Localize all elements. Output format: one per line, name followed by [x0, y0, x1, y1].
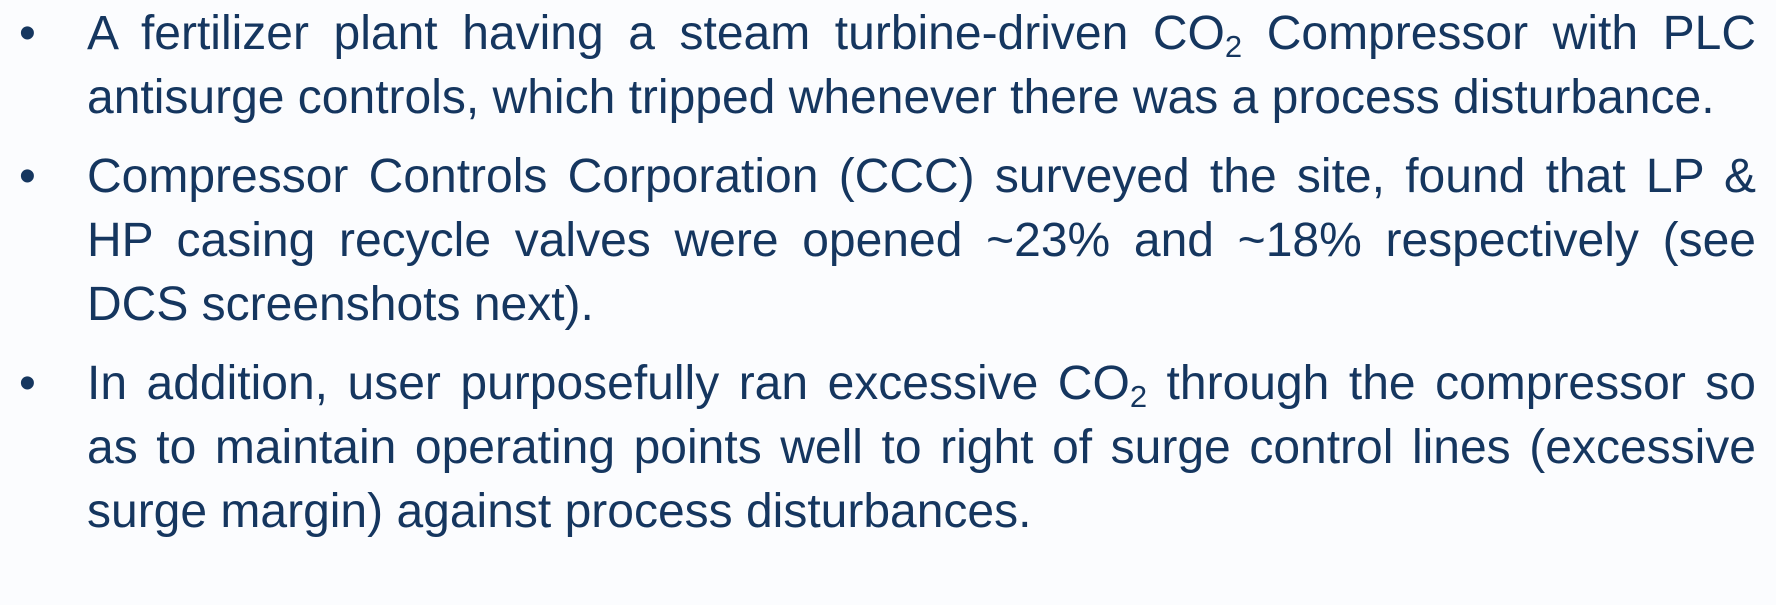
bullet-item: Compressor Controls Corporation (CCC) su… [19, 145, 1756, 337]
bullet-list: A fertilizer plant having a steam turbin… [0, 2, 1776, 544]
bullet-text: Compressor with PLC antisurge controls, … [87, 7, 1756, 124]
subscript: 2 [1224, 29, 1243, 64]
bullet-item: In addition, user purposefully ran exces… [19, 352, 1757, 544]
bullet-text: Compressor Controls Corporation (CCC) su… [87, 150, 1756, 331]
subscript: 2 [1129, 379, 1148, 414]
bullet-text: A fertilizer plant having a steam turbin… [87, 7, 1225, 60]
bullet-text: In addition, user purposefully ran exces… [87, 357, 1130, 410]
bullet-item: A fertilizer plant having a steam turbin… [19, 2, 1756, 130]
bullet-text: through the compressor so as to maintain… [87, 357, 1757, 538]
